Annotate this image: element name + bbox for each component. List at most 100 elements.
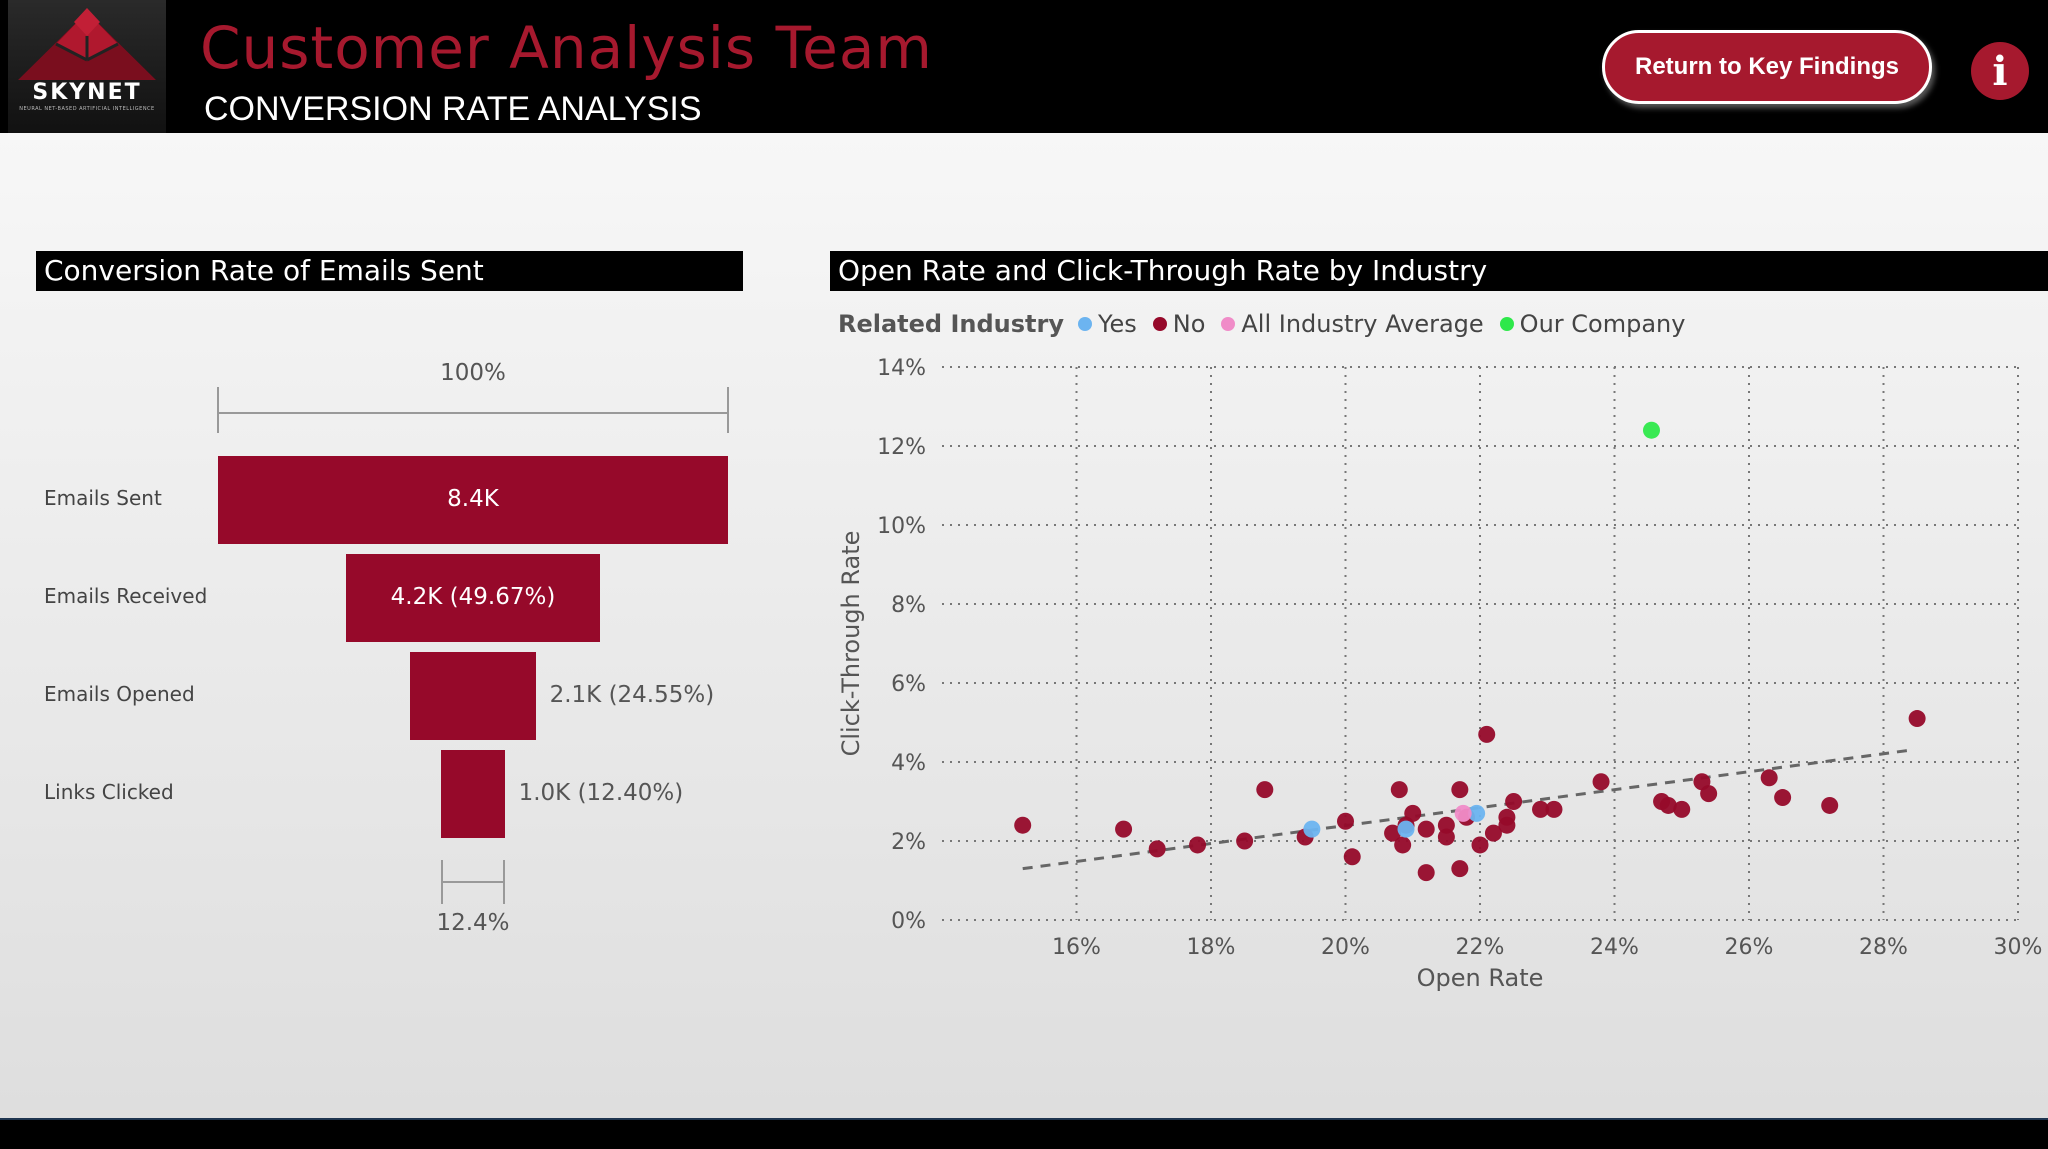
scatter-point[interactable] bbox=[1303, 820, 1321, 838]
x-tick-label: 24% bbox=[1590, 935, 1639, 960]
legend-item-no[interactable]: No bbox=[1152, 310, 1206, 338]
y-tick-label: 6% bbox=[891, 672, 926, 697]
report-canvas bbox=[0, 133, 2048, 1118]
scatter-point[interactable] bbox=[1908, 710, 1926, 728]
scatter-point[interactable] bbox=[1545, 800, 1563, 818]
y-tick-label: 0% bbox=[891, 909, 926, 934]
scatter-point[interactable] bbox=[1236, 832, 1254, 850]
scatter-point[interactable] bbox=[1451, 781, 1469, 799]
legend-label: Our Company bbox=[1519, 310, 1686, 338]
funnel-value-label: 4.2K (49.67%) bbox=[390, 584, 556, 610]
funnel-stage-label: Links Clicked bbox=[44, 780, 174, 804]
scatter-point[interactable] bbox=[1642, 421, 1660, 439]
x-tick-label: 28% bbox=[1859, 935, 1908, 960]
funnel-stage-label: Emails Sent bbox=[44, 486, 162, 510]
scatter-point[interactable] bbox=[1592, 773, 1610, 791]
scatter-point[interactable] bbox=[1659, 796, 1677, 814]
legend-dot-icon bbox=[1221, 317, 1236, 331]
scatter-point[interactable] bbox=[1189, 836, 1207, 854]
scatter-point[interactable] bbox=[1760, 769, 1778, 787]
x-tick-label: 20% bbox=[1321, 935, 1370, 960]
y-tick-label: 10% bbox=[877, 514, 926, 539]
scatter-point[interactable] bbox=[1417, 864, 1435, 882]
x-tick-label: 26% bbox=[1725, 935, 1774, 960]
scatter-point[interactable] bbox=[1484, 824, 1502, 842]
scatter-point[interactable] bbox=[1437, 828, 1455, 846]
scatter-point[interactable] bbox=[1148, 840, 1166, 858]
funnel-bottom-percent-label: 12.4% bbox=[436, 910, 510, 936]
y-tick-label: 8% bbox=[891, 593, 926, 618]
legend-label: All Industry Average bbox=[1241, 310, 1484, 338]
scatter-point[interactable] bbox=[1478, 725, 1496, 743]
x-tick-label: 16% bbox=[1052, 935, 1101, 960]
funnel-value-label: 8.4K bbox=[447, 486, 499, 512]
scatter-legend: Related Industry Yes No All Industry Ave… bbox=[838, 310, 1701, 338]
x-tick-label: 18% bbox=[1187, 935, 1236, 960]
skynet-logo: SKYNET NEURAL NET-BASED ARTIFICIAL INTEL… bbox=[8, 0, 166, 133]
scatter-point[interactable] bbox=[1451, 860, 1469, 878]
scatter-point[interactable] bbox=[1774, 789, 1792, 807]
return-to-key-findings-button[interactable]: Return to Key Findings bbox=[1602, 30, 1932, 104]
scatter-point[interactable] bbox=[1337, 812, 1354, 830]
funnel-bar[interactable] bbox=[441, 750, 505, 838]
scatter-point[interactable] bbox=[1437, 816, 1455, 834]
y-tick-label: 4% bbox=[891, 751, 926, 776]
funnel-value-label: 2.1K (24.55%) bbox=[549, 682, 715, 708]
funnel-top-bracket bbox=[217, 387, 729, 433]
scatter-point[interactable] bbox=[1343, 848, 1361, 866]
y-tick-label: 12% bbox=[877, 435, 926, 460]
header-bar: SKYNET NEURAL NET-BASED ARTIFICIAL INTEL… bbox=[0, 0, 2048, 133]
funnel-panel-title: Conversion Rate of Emails Sent bbox=[36, 251, 743, 291]
legend-dot-icon bbox=[1152, 317, 1167, 331]
trend-line bbox=[1022, 748, 1911, 871]
funnel-bar[interactable] bbox=[410, 652, 536, 740]
scatter-point[interactable] bbox=[1256, 781, 1274, 799]
legend-item-yes[interactable]: Yes bbox=[1077, 310, 1137, 338]
legend-label: No bbox=[1172, 310, 1206, 338]
logo-subtext: NEURAL NET-BASED ARTIFICIAL INTELLIGENCE bbox=[19, 106, 155, 112]
x-tick-label: 22% bbox=[1456, 935, 1505, 960]
legend-item-our-company[interactable]: Our Company bbox=[1499, 310, 1686, 338]
funnel-stage-label: Emails Opened bbox=[44, 682, 195, 706]
legend-label: Yes bbox=[1097, 310, 1137, 338]
scatter-point[interactable] bbox=[1454, 804, 1472, 822]
scatter-point[interactable] bbox=[1384, 824, 1402, 842]
funnel-bottom-bracket bbox=[441, 860, 505, 904]
scatter-point[interactable] bbox=[1505, 793, 1523, 810]
funnel-stage-label: Emails Received bbox=[44, 584, 208, 608]
info-icon[interactable]: i bbox=[1971, 42, 2029, 100]
y-tick-label: 2% bbox=[891, 830, 926, 855]
scatter-point[interactable] bbox=[1397, 820, 1415, 838]
scatter-point[interactable] bbox=[1673, 800, 1691, 818]
legend-item-industry-average[interactable]: All Industry Average bbox=[1221, 310, 1484, 338]
page-subtitle: CONVERSION RATE ANALYSIS bbox=[204, 90, 702, 128]
scatter-panel-title: Open Rate and Click-Through Rate by Indu… bbox=[830, 251, 2048, 291]
scatter-point[interactable] bbox=[1115, 820, 1133, 838]
y-tick-label: 14% bbox=[877, 356, 926, 381]
legend-dot-icon bbox=[1077, 317, 1092, 331]
funnel-bar[interactable] bbox=[218, 456, 728, 544]
funnel-value-label: 1.0K (12.40%) bbox=[518, 780, 684, 806]
scatter-point[interactable] bbox=[1390, 781, 1408, 799]
scatter-point[interactable] bbox=[1532, 800, 1550, 818]
scatter-point[interactable] bbox=[1700, 785, 1718, 803]
legend-title: Related Industry bbox=[838, 310, 1064, 338]
scatter-point[interactable] bbox=[1014, 816, 1032, 834]
page-title: Customer Analysis Team bbox=[200, 14, 933, 82]
funnel-top-percent-label: 100% bbox=[440, 360, 506, 386]
scatter-point[interactable] bbox=[1417, 820, 1435, 838]
scatter-point[interactable] bbox=[1821, 796, 1839, 814]
scatter-point[interactable] bbox=[1404, 804, 1422, 822]
skynet-logo-icon bbox=[16, 8, 158, 82]
scatter-point[interactable] bbox=[1468, 804, 1486, 822]
logo-text: SKYNET bbox=[32, 80, 142, 105]
scatter-point[interactable] bbox=[1498, 816, 1516, 834]
footer-bar bbox=[0, 1118, 2048, 1149]
scatter-chart: 0% 2% 4% 6% 8% 10% 12% 14% 16% 18% 20% 22% 24% 26% 28%… bbox=[837, 356, 2042, 992]
scatter-point[interactable] bbox=[1471, 836, 1489, 854]
funnel-bar[interactable] bbox=[346, 554, 600, 642]
y-axis-title: Click-Through Rate bbox=[837, 531, 865, 757]
x-axis-title: Open Rate bbox=[1417, 964, 1544, 992]
scatter-point[interactable] bbox=[1394, 836, 1412, 854]
legend-dot-icon bbox=[1499, 317, 1514, 331]
